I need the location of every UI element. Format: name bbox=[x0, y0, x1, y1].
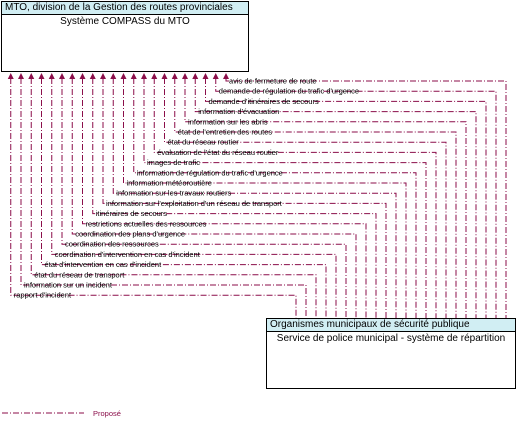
mto-compass-system-box[interactable]: MTO, division de la Gestion des routes p… bbox=[1, 1, 249, 72]
flow-line bbox=[133, 78, 417, 318]
arrowhead-icon bbox=[38, 73, 45, 79]
arrowhead-icon bbox=[110, 73, 117, 79]
flow-13[interactable]: itinéraires de secours bbox=[89, 73, 377, 318]
flow-line bbox=[123, 78, 407, 318]
flow-label: état de l'entretien des routes bbox=[178, 128, 273, 137]
flow-label: information sur un incident bbox=[24, 281, 113, 290]
flow-0[interactable]: avis de fermeture de route bbox=[223, 73, 507, 318]
flow-19[interactable]: état du réseau de transport bbox=[28, 73, 317, 318]
flow-1[interactable]: demande de régulation du trafic d'urgenc… bbox=[212, 73, 497, 318]
arrowhead-icon bbox=[120, 73, 127, 79]
flow-line bbox=[92, 78, 377, 318]
arrowhead-icon bbox=[48, 73, 55, 79]
flow-14[interactable]: restrictions actuelles des ressources bbox=[79, 73, 367, 318]
flow-label: rapport d'incident bbox=[14, 291, 72, 300]
legend-label-proposed: Proposé bbox=[93, 409, 121, 418]
flow-label: information sur les travaux routiers bbox=[116, 189, 231, 198]
flow-16[interactable]: coordination des ressources bbox=[59, 73, 347, 318]
flow-17[interactable]: coordination d'intervention en cas d'inc… bbox=[48, 73, 337, 318]
flow-label: restrictions actuelles des ressources bbox=[86, 219, 207, 228]
flow-line bbox=[20, 78, 307, 318]
arrowhead-icon bbox=[28, 73, 35, 79]
flow-line bbox=[112, 78, 397, 318]
arrowhead-icon bbox=[171, 73, 178, 79]
arrowhead-icon bbox=[212, 73, 219, 79]
flow-label: état d'intervention en cas d'incident bbox=[45, 260, 163, 269]
flow-2[interactable]: demande d'itinéraires de secours bbox=[202, 73, 487, 318]
municipal-police-dispatch-box[interactable]: Organismes municipaux de sécurité publiq… bbox=[266, 318, 516, 389]
flow-line bbox=[102, 78, 387, 318]
flow-label: demande d'itinéraires de secours bbox=[209, 97, 319, 106]
flow-label: évaluation de l'état du réseau routier bbox=[157, 148, 279, 157]
arrowhead-icon bbox=[141, 73, 147, 79]
flow-line bbox=[174, 78, 457, 318]
compass-system-title: Système COMPASS du MTO bbox=[60, 16, 190, 27]
flow-line bbox=[205, 78, 487, 318]
flow-7[interactable]: évaluation de l'état du réseau routier bbox=[151, 73, 437, 318]
arrowhead-icon bbox=[7, 73, 14, 79]
flow-label: information météoroutière bbox=[127, 179, 212, 188]
police-dispatch-title: Service de police municipal - système de… bbox=[276, 333, 506, 344]
flow-label: avis de fermeture de route bbox=[229, 77, 317, 86]
flow-line bbox=[225, 78, 507, 318]
flow-label: information sur les abris bbox=[188, 117, 268, 126]
flow-15[interactable]: coordination des plans d'urgence bbox=[69, 73, 357, 318]
flow-3[interactable]: information d'évacuation bbox=[192, 73, 477, 318]
arrowhead-icon bbox=[79, 73, 86, 79]
flow-line bbox=[153, 78, 437, 318]
flow-11[interactable]: information sur les travaux routiers bbox=[110, 73, 397, 318]
flow-line bbox=[194, 78, 477, 318]
flow-line bbox=[41, 78, 327, 318]
flow-6[interactable]: état du réseau routier bbox=[161, 73, 447, 318]
arrowhead-icon bbox=[161, 73, 168, 79]
legend bbox=[2, 412, 84, 414]
flow-4[interactable]: information sur les abris bbox=[182, 73, 467, 318]
flow-8[interactable]: images de trafic bbox=[141, 73, 427, 318]
flow-label: information de régulation du trafic d'ur… bbox=[137, 168, 283, 177]
flow-label: itinéraires de secours bbox=[96, 209, 168, 218]
flow-label: coordination d'intervention en cas d'inc… bbox=[55, 250, 201, 259]
flow-21[interactable]: rapport d'incident bbox=[7, 73, 297, 318]
flow-line bbox=[82, 78, 367, 318]
flow-10[interactable]: information météoroutière bbox=[120, 73, 407, 318]
arrowhead-icon bbox=[223, 73, 229, 79]
flow-line bbox=[51, 78, 337, 318]
flow-line bbox=[164, 78, 447, 318]
flow-12[interactable]: information sur l'exploitation d'un rése… bbox=[100, 73, 387, 318]
arrowhead-icon bbox=[130, 73, 137, 79]
flow-label: coordination des plans d'urgence bbox=[75, 230, 185, 239]
flow-label: état du réseau de transport bbox=[34, 270, 125, 279]
municipal-agencies-header: Organismes municipaux de sécurité publiq… bbox=[267, 319, 515, 332]
flow-line bbox=[30, 78, 317, 318]
arrowhead-icon bbox=[202, 73, 209, 79]
flow-18[interactable]: état d'intervention en cas d'incident bbox=[38, 73, 327, 318]
arrowhead-icon bbox=[69, 73, 76, 79]
arrowhead-icon bbox=[151, 73, 158, 79]
flow-line bbox=[61, 78, 347, 318]
arrowhead-icon bbox=[100, 73, 106, 79]
arrowhead-icon bbox=[192, 73, 199, 79]
flow-label: information sur l'exploitation d'un rése… bbox=[106, 199, 283, 208]
arrowhead-icon bbox=[182, 73, 188, 79]
flow-label: demande de régulation du trafic d'urgenc… bbox=[219, 87, 359, 96]
arrowhead-icon bbox=[89, 73, 96, 79]
flow-9[interactable]: information de régulation du trafic d'ur… bbox=[130, 73, 417, 318]
flow-20[interactable]: information sur un incident bbox=[18, 73, 307, 318]
flow-line bbox=[143, 78, 427, 318]
flow-label: information d'évacuation bbox=[198, 107, 279, 116]
mto-division-header: MTO, division de la Gestion des routes p… bbox=[2, 2, 248, 15]
flow-line bbox=[71, 78, 357, 318]
flow-label: état du réseau routier bbox=[168, 138, 240, 147]
arrowhead-icon bbox=[59, 73, 65, 79]
flow-5[interactable]: état de l'entretien des routes bbox=[171, 73, 457, 318]
flow-label: coordination des ressources bbox=[65, 240, 159, 249]
flow-label: images de trafic bbox=[147, 158, 200, 167]
flow-line bbox=[184, 78, 467, 318]
arrowhead-icon bbox=[18, 73, 24, 79]
